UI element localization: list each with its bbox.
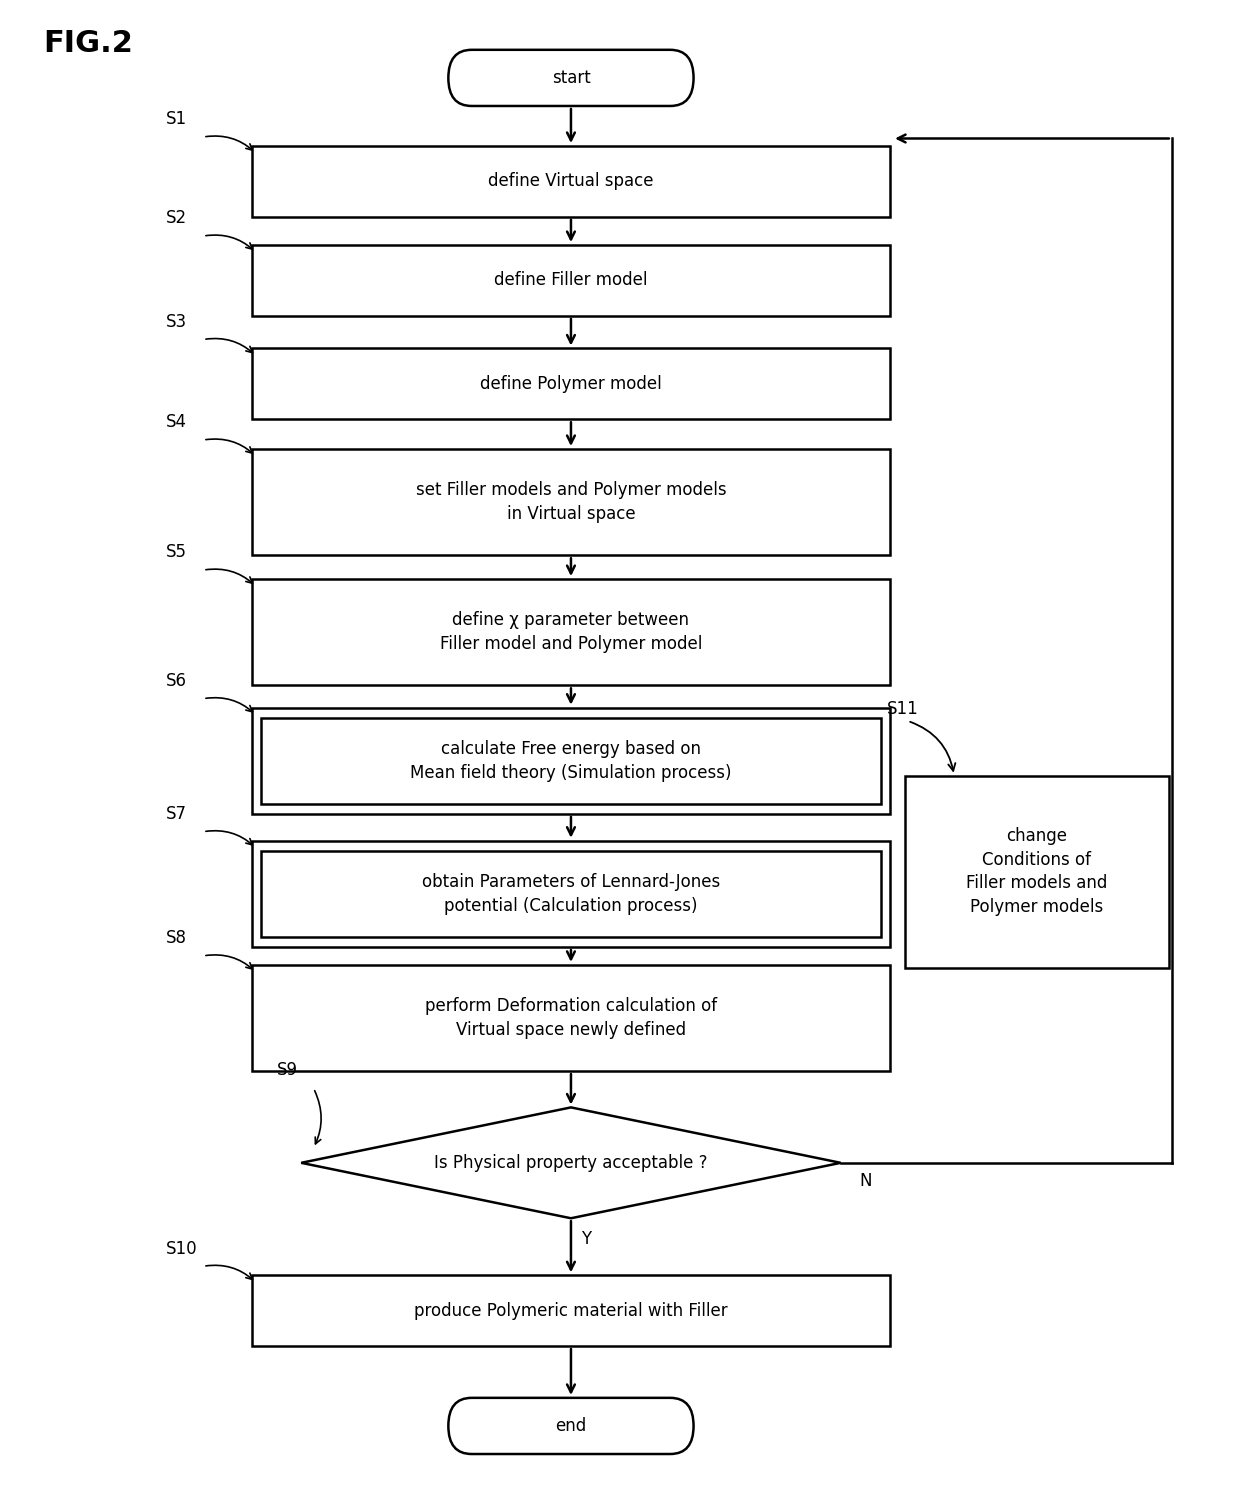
Bar <box>252 349 890 419</box>
Bar <box>905 776 1168 968</box>
Text: set Filler models and Polymer models
in Virtual space: set Filler models and Polymer models in … <box>415 482 727 522</box>
Text: calculate Free energy based on
Mean field theory (Simulation process): calculate Free energy based on Mean fiel… <box>410 740 732 782</box>
Text: perform Deformation calculation of
Virtual space newly defined: perform Deformation calculation of Virtu… <box>425 997 717 1038</box>
FancyBboxPatch shape <box>449 49 693 106</box>
Polygon shape <box>301 1107 841 1219</box>
Bar <box>252 707 890 815</box>
Text: S2: S2 <box>166 209 187 227</box>
Bar <box>252 146 890 216</box>
Text: change
Conditions of
Filler models and
Polymer models: change Conditions of Filler models and P… <box>966 827 1107 916</box>
Text: S11: S11 <box>887 700 919 718</box>
Bar <box>252 1276 890 1346</box>
Bar <box>252 245 890 316</box>
Text: start: start <box>552 69 590 87</box>
Text: S7: S7 <box>166 806 187 824</box>
Text: define Virtual space: define Virtual space <box>489 173 653 191</box>
FancyBboxPatch shape <box>449 1398 693 1455</box>
Text: define Filler model: define Filler model <box>495 272 647 289</box>
Text: S1: S1 <box>166 110 187 128</box>
Text: define χ parameter between
Filler model and Polymer model: define χ parameter between Filler model … <box>440 612 702 653</box>
Text: obtain Parameters of Lennard-Jones
potential (Calculation process): obtain Parameters of Lennard-Jones poten… <box>422 873 720 915</box>
Text: Is Physical property acceptable ?: Is Physical property acceptable ? <box>434 1153 708 1171</box>
Bar <box>252 840 890 947</box>
Text: S8: S8 <box>166 930 187 947</box>
Text: S3: S3 <box>166 313 187 331</box>
Text: Y: Y <box>580 1229 590 1249</box>
Bar <box>252 965 890 1071</box>
Text: S4: S4 <box>166 413 187 431</box>
Text: FIG.2: FIG.2 <box>43 30 134 58</box>
Text: S10: S10 <box>166 1240 198 1258</box>
Bar <box>260 850 882 937</box>
Text: end: end <box>556 1417 587 1435</box>
Text: S6: S6 <box>166 671 187 689</box>
Text: S9: S9 <box>277 1061 298 1079</box>
Text: N: N <box>859 1171 872 1189</box>
Text: produce Polymeric material with Filler: produce Polymeric material with Filler <box>414 1301 728 1319</box>
Bar <box>260 718 882 804</box>
Bar <box>252 579 890 685</box>
Bar <box>252 449 890 555</box>
Text: define Polymer model: define Polymer model <box>480 374 662 392</box>
Text: S5: S5 <box>166 543 187 561</box>
